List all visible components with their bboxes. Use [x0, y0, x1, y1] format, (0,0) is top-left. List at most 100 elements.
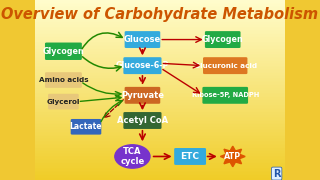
Bar — [35, 94, 285, 96]
Text: Glucose: Glucose — [124, 35, 161, 44]
FancyBboxPatch shape — [205, 31, 241, 48]
FancyBboxPatch shape — [45, 42, 82, 60]
Bar — [35, 86, 285, 87]
Bar — [35, 162, 285, 163]
Bar — [35, 52, 285, 54]
Bar — [35, 126, 285, 127]
Bar — [35, 112, 285, 114]
FancyBboxPatch shape — [174, 148, 206, 165]
Bar — [35, 4, 285, 6]
Bar — [35, 78, 285, 79]
Bar — [35, 31, 285, 33]
Bar — [35, 159, 285, 160]
Bar — [35, 33, 285, 35]
Bar — [35, 18, 285, 19]
Bar — [35, 142, 285, 144]
FancyBboxPatch shape — [124, 31, 160, 48]
Bar — [35, 81, 285, 82]
Text: Glucose-6-P: Glucose-6-P — [116, 61, 169, 70]
Bar — [35, 58, 285, 60]
Bar — [35, 46, 285, 48]
Bar — [35, 168, 285, 169]
Bar — [35, 88, 285, 90]
Bar — [35, 93, 285, 94]
Text: TCA
cycle: TCA cycle — [120, 147, 145, 166]
Text: Acetyl CoA: Acetyl CoA — [117, 116, 168, 125]
Bar — [35, 106, 285, 108]
Text: Overview of Carbohydrate Metabolism: Overview of Carbohydrate Metabolism — [1, 7, 319, 22]
Bar — [35, 160, 285, 162]
FancyBboxPatch shape — [124, 112, 162, 129]
Bar — [35, 177, 285, 178]
Bar — [35, 111, 285, 112]
Bar — [35, 60, 285, 61]
Bar — [35, 66, 285, 68]
Bar — [35, 135, 285, 136]
Bar — [35, 103, 285, 105]
Text: ATP: ATP — [224, 152, 241, 161]
Bar — [35, 64, 285, 66]
Bar — [35, 154, 285, 156]
Bar — [35, 21, 285, 22]
Bar — [35, 73, 285, 75]
Bar — [35, 102, 285, 104]
Bar — [35, 63, 285, 64]
Bar — [35, 91, 285, 93]
Bar — [35, 57, 285, 59]
Text: Glycerol: Glycerol — [47, 99, 80, 105]
Bar — [35, 120, 285, 121]
Bar — [35, 118, 285, 120]
Bar — [35, 48, 285, 50]
Bar — [35, 61, 285, 63]
Bar — [35, 15, 285, 17]
Bar — [35, 139, 285, 141]
Text: R: R — [273, 168, 280, 179]
Bar — [35, 96, 285, 97]
Ellipse shape — [115, 145, 150, 168]
Bar — [35, 51, 285, 52]
Bar — [35, 156, 285, 157]
Bar — [35, 6, 285, 8]
FancyBboxPatch shape — [202, 87, 248, 104]
Bar — [35, 40, 285, 42]
Bar — [35, 3, 285, 4]
Bar — [35, 148, 285, 150]
Bar — [35, 37, 285, 39]
Bar — [35, 42, 285, 43]
Bar — [35, 10, 285, 12]
Bar — [35, 82, 285, 84]
Bar — [35, 17, 285, 18]
Bar — [35, 30, 285, 32]
Bar — [35, 84, 285, 86]
Bar — [35, 69, 285, 70]
Bar — [35, 70, 285, 72]
Bar — [35, 26, 285, 27]
Polygon shape — [220, 146, 245, 167]
Text: Glucuronic acid: Glucuronic acid — [194, 63, 257, 69]
Bar — [35, 157, 285, 159]
Bar — [35, 76, 285, 78]
Bar — [35, 133, 285, 135]
Bar — [35, 87, 285, 88]
Bar — [35, 19, 285, 21]
Bar — [35, 124, 285, 126]
Bar — [35, 141, 285, 142]
Bar — [35, 165, 285, 166]
Bar — [35, 145, 285, 147]
Bar — [35, 14, 285, 15]
Bar — [35, 79, 285, 81]
Bar — [35, 36, 285, 37]
Bar — [35, 1, 285, 3]
Bar — [35, 150, 285, 151]
Bar — [35, 24, 285, 26]
Text: Glycogen: Glycogen — [202, 35, 244, 44]
Bar — [35, 127, 285, 129]
Bar — [35, 178, 285, 180]
Bar — [35, 129, 285, 130]
Bar — [35, 50, 285, 51]
Bar — [35, 151, 285, 153]
Bar — [35, 130, 285, 132]
Bar — [35, 132, 285, 133]
FancyBboxPatch shape — [124, 87, 160, 104]
Text: Pyruvate: Pyruvate — [121, 91, 164, 100]
